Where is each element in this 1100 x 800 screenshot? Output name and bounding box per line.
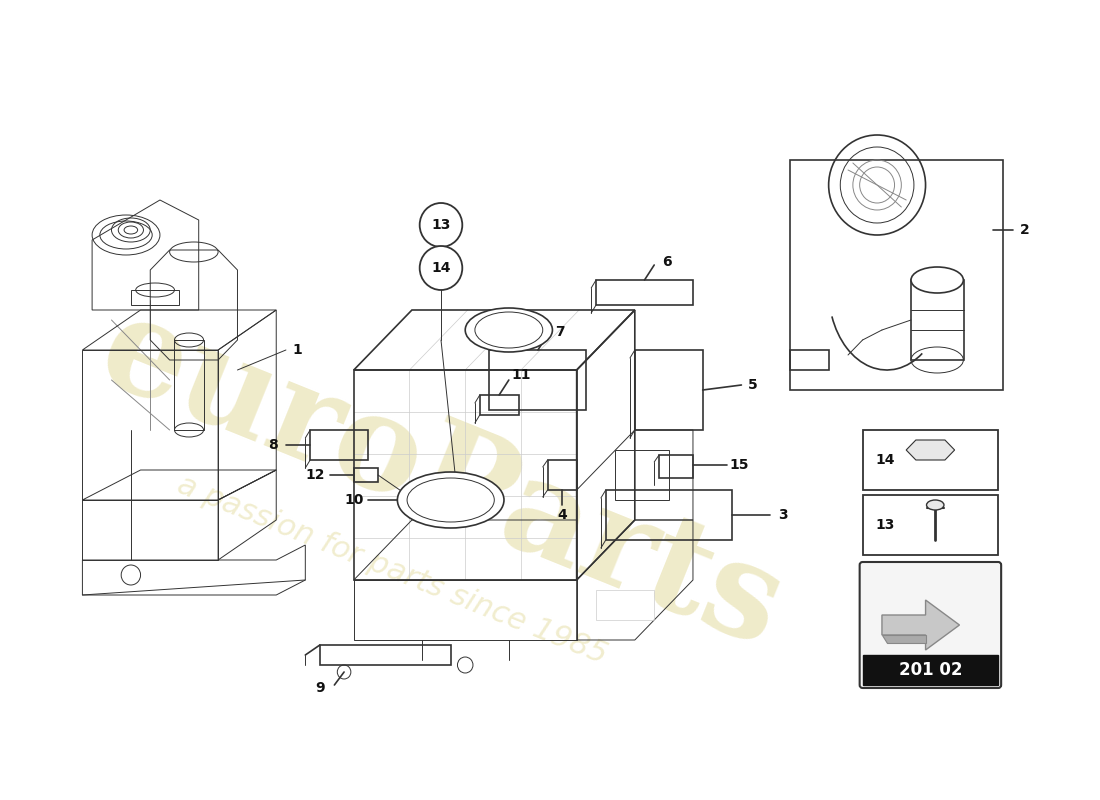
Text: euroParts: euroParts [81, 285, 801, 675]
Text: 11: 11 [512, 368, 531, 382]
Text: 7: 7 [556, 325, 565, 339]
Text: 14: 14 [431, 261, 451, 275]
Text: 1: 1 [293, 343, 303, 357]
Ellipse shape [911, 267, 964, 293]
Text: 10: 10 [344, 493, 363, 507]
Text: 13: 13 [431, 218, 451, 232]
Text: 4: 4 [558, 508, 566, 522]
Text: 5: 5 [748, 378, 758, 392]
Polygon shape [906, 440, 955, 460]
Text: 3: 3 [779, 508, 788, 522]
FancyBboxPatch shape [862, 655, 998, 685]
Text: 201 02: 201 02 [899, 661, 962, 679]
Polygon shape [882, 600, 959, 650]
Polygon shape [882, 635, 925, 643]
Text: 12: 12 [306, 468, 324, 482]
Text: 13: 13 [876, 518, 894, 532]
Circle shape [420, 203, 462, 247]
Text: 14: 14 [876, 453, 894, 467]
Text: a passion for parts since 1985: a passion for parts since 1985 [174, 470, 612, 670]
Ellipse shape [926, 500, 944, 510]
Ellipse shape [465, 308, 552, 352]
FancyBboxPatch shape [860, 562, 1001, 688]
Text: 8: 8 [268, 438, 278, 452]
Circle shape [420, 246, 462, 290]
Text: 2: 2 [1020, 223, 1030, 237]
Text: 6: 6 [662, 255, 672, 269]
Ellipse shape [397, 472, 504, 528]
Text: 15: 15 [729, 458, 749, 472]
Text: 9: 9 [315, 681, 324, 695]
